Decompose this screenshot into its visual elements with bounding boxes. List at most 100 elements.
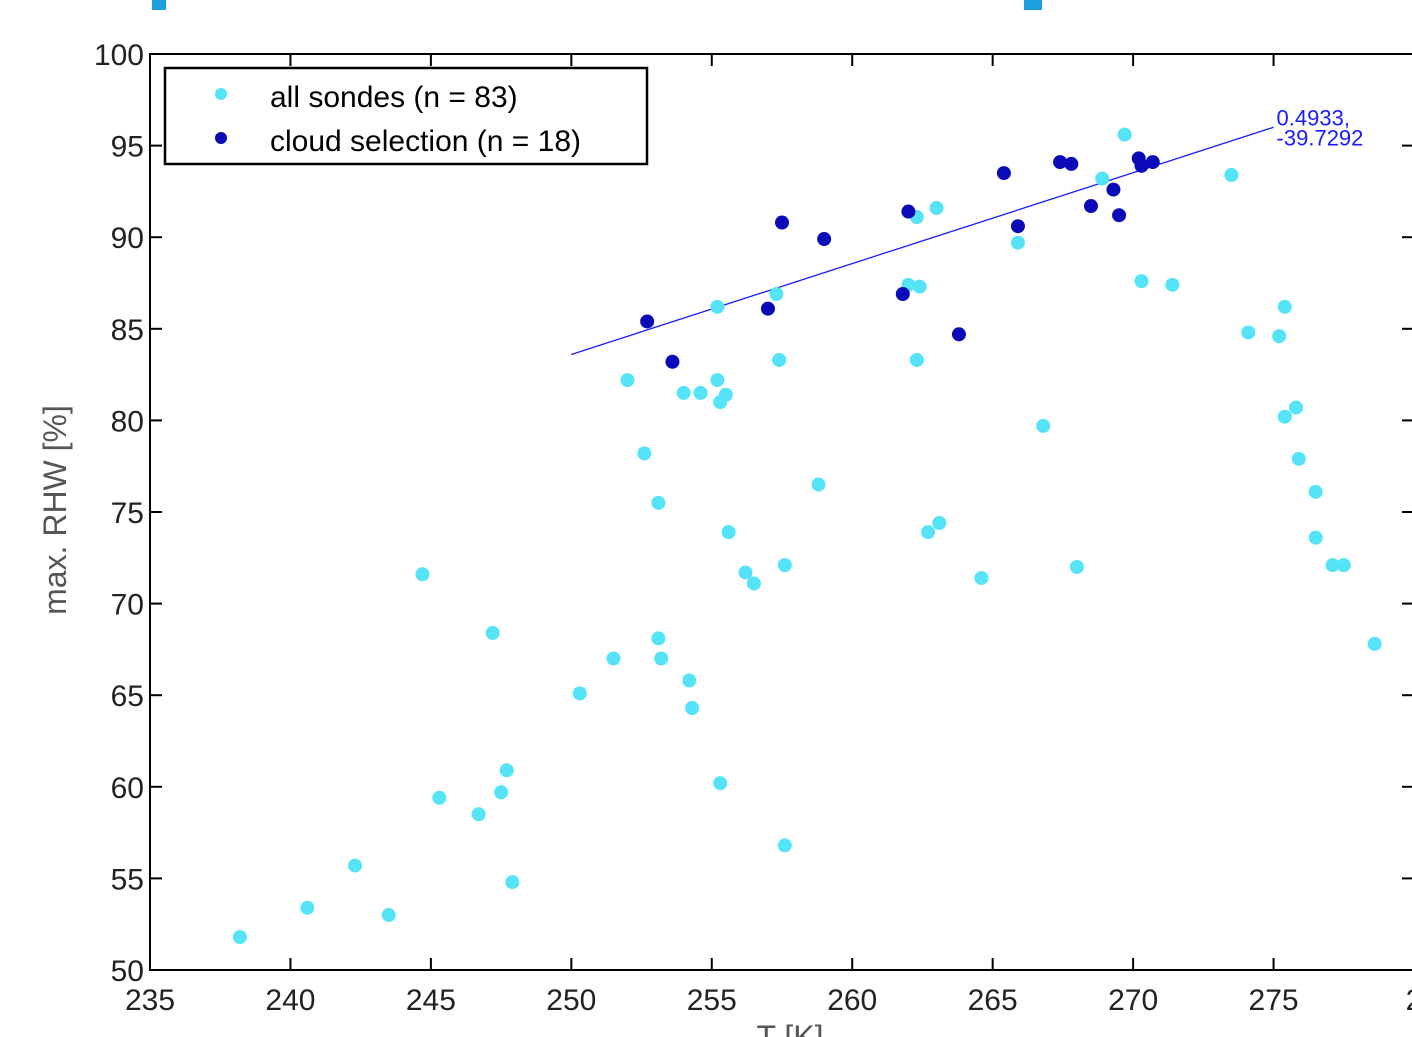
data-point-cloud-selection: [1112, 208, 1127, 223]
data-point-all-sondes: [777, 558, 792, 573]
data-point-cloud-selection: [895, 286, 910, 301]
data-point-all-sondes: [471, 807, 486, 822]
data-point-all-sondes: [432, 790, 447, 805]
series-cloud-selection: [640, 151, 1160, 369]
data-point-cloud-selection: [817, 232, 832, 247]
y-tick-label: 65: [111, 680, 144, 713]
data-point-all-sondes: [676, 385, 691, 400]
data-point-all-sondes: [1036, 418, 1051, 433]
data-point-all-sondes: [1095, 171, 1110, 186]
data-point-all-sondes: [929, 200, 944, 215]
data-point-cloud-selection: [1010, 219, 1025, 234]
data-point-all-sondes: [912, 279, 927, 294]
data-point-all-sondes: [1117, 127, 1132, 142]
x-tick-label: 255: [687, 984, 737, 1017]
x-tick-label: 250: [546, 984, 596, 1017]
legend: all sondes (n = 83) cloud selection (n =…: [163, 66, 649, 166]
data-point-all-sondes: [1134, 274, 1149, 289]
data-point-cloud-selection: [951, 327, 966, 342]
data-point-all-sondes: [738, 565, 753, 580]
data-point-cloud-selection: [1064, 156, 1079, 171]
legend-marker-cloud-selection: [215, 132, 227, 144]
y-tick-label: 100: [94, 39, 144, 72]
fit-line: [571, 126, 1274, 356]
data-point-all-sondes: [710, 299, 725, 314]
data-point-all-sondes: [637, 446, 652, 461]
x-tick-label: 265: [968, 984, 1018, 1017]
data-point-all-sondes: [1241, 325, 1256, 340]
plot-area: [149, 53, 1412, 971]
data-point-all-sondes: [572, 686, 587, 701]
y-tick-label: 70: [111, 589, 144, 622]
y-tick-label: 50: [111, 955, 144, 988]
fit-label-slope: 0.4933,: [1277, 105, 1350, 130]
y-tick-label: 60: [111, 772, 144, 805]
data-point-cloud-selection: [1083, 199, 1098, 214]
series-all-sondes: [232, 127, 1382, 945]
data-point-all-sondes: [1367, 636, 1382, 651]
legend-label-all-sondes: all sondes (n = 83): [270, 81, 518, 114]
data-point-all-sondes: [811, 477, 826, 492]
data-point-all-sondes: [494, 785, 509, 800]
x-axis-label: T [K]: [757, 1019, 824, 1037]
title-fragment-glyph: [1024, 0, 1042, 10]
data-point-all-sondes: [1272, 329, 1287, 344]
data-point-all-sondes: [499, 763, 514, 778]
y-tick-label: 80: [111, 405, 144, 438]
data-point-all-sondes: [682, 673, 697, 688]
data-point-all-sondes: [381, 908, 396, 923]
data-point-cloud-selection: [665, 354, 680, 369]
data-point-all-sondes: [651, 495, 666, 510]
data-point-cloud-selection: [1053, 155, 1068, 170]
data-point-all-sondes: [1289, 400, 1304, 415]
y-tick-label: 85: [111, 314, 144, 347]
data-point-all-sondes: [1291, 451, 1306, 466]
x-tick-label: 260: [827, 984, 877, 1017]
data-point-all-sondes: [1336, 558, 1351, 573]
data-point-all-sondes: [769, 286, 784, 301]
axis-tick-labels: 2352402452502552602652702752505560657075…: [94, 39, 1412, 1017]
data-point-all-sondes: [718, 387, 733, 402]
data-point-all-sondes: [415, 567, 430, 582]
data-point-all-sondes: [1010, 235, 1025, 250]
data-point-all-sondes: [348, 858, 363, 873]
x-tick-label: 245: [406, 984, 456, 1017]
data-point-all-sondes: [909, 352, 924, 367]
data-point-all-sondes: [746, 576, 761, 591]
y-tick-label: 75: [111, 497, 144, 530]
y-axis-label: max. RHW [%]: [37, 405, 73, 615]
data-point-all-sondes: [1224, 167, 1239, 182]
data-point-cloud-selection: [760, 301, 775, 316]
data-point-all-sondes: [685, 701, 700, 716]
data-point-all-sondes: [772, 352, 787, 367]
title-fragment-glyph: [152, 0, 166, 10]
data-point-all-sondes: [1308, 530, 1323, 545]
data-point-cloud-selection: [775, 215, 789, 230]
data-point-all-sondes: [921, 525, 936, 540]
data-point-all-sondes: [651, 631, 666, 646]
data-point-all-sondes: [1277, 299, 1292, 314]
x-tick-label: 270: [1108, 984, 1158, 1017]
data-point-all-sondes: [1165, 277, 1180, 292]
data-point-all-sondes: [721, 525, 736, 540]
data-point-all-sondes: [710, 373, 725, 388]
data-point-all-sondes: [932, 515, 947, 530]
y-tick-label: 55: [111, 863, 144, 896]
data-point-cloud-selection: [640, 314, 655, 329]
fit-line-group: 0.4933,-39.7292: [571, 105, 1363, 356]
data-point-all-sondes: [1308, 484, 1323, 499]
data-point-cloud-selection: [1145, 155, 1160, 170]
legend-label-cloud-selection: cloud selection (n = 18): [270, 125, 581, 158]
y-tick-label: 90: [111, 222, 144, 255]
data-point-all-sondes: [606, 651, 621, 666]
data-point-all-sondes: [974, 570, 989, 585]
data-point-all-sondes: [1277, 409, 1292, 424]
plot-frame: [149, 53, 1412, 971]
data-point-cloud-selection: [996, 166, 1011, 181]
x-tick-label: 240: [265, 984, 315, 1017]
data-point-all-sondes: [232, 930, 247, 945]
x-tick-label: 275: [1249, 984, 1299, 1017]
data-point-cloud-selection: [1106, 182, 1121, 197]
data-point-all-sondes: [620, 373, 635, 388]
